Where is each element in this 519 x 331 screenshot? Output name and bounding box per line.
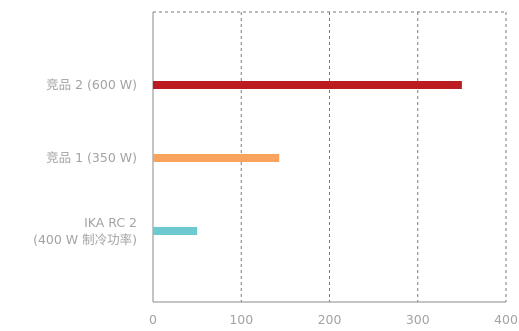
category-labels: 竞品 2 (600 W) 竞品 1 (350 W) IKA RC 2 (400 W 制… [33,77,137,247]
category-label-2-line-0: IKA RC 2 [84,215,137,230]
x-tick-labels: 0 100 200 300 400 [149,312,518,327]
bar-2 [153,227,198,235]
x-tick-label-400: 400 [494,312,518,327]
x-tick-label-0: 0 [149,312,157,327]
bar-0 [153,81,462,89]
x-tick-label-200: 200 [318,312,342,327]
category-label-0: 竞品 2 (600 W) [46,77,137,92]
x-tick-label-300: 300 [406,312,430,327]
x-tick-label-100: 100 [229,312,253,327]
category-label-1: 竞品 1 (350 W) [46,150,137,165]
bar-1 [153,154,280,162]
gridlines [240,12,507,302]
category-label-2-line-1: (400 W 制冷功率) [33,232,137,247]
bars [153,81,462,235]
